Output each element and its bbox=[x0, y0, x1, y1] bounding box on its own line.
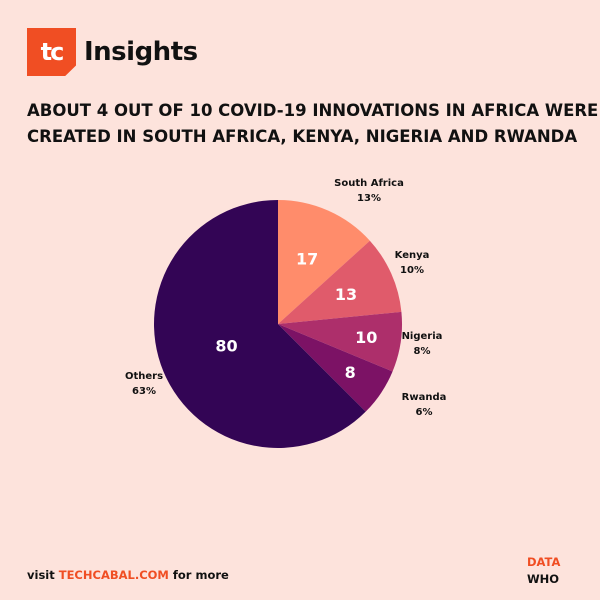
source-label: DATA bbox=[527, 555, 561, 569]
pie-percent-label-south-africa: 13% bbox=[357, 193, 381, 204]
pie-percent-label-kenya: 10% bbox=[400, 265, 424, 276]
pie-slices bbox=[154, 200, 402, 448]
pie-value-label-south-africa: 17 bbox=[296, 249, 318, 268]
pie-outer-labels: South Africa 13% Kenya 10% Nigeria 8% Rwanda 6%… bbox=[125, 178, 446, 418]
pie-value-label-rwanda: 8 bbox=[345, 363, 356, 382]
pie-slice-kenya bbox=[278, 240, 402, 324]
brand-name: Insights bbox=[84, 37, 198, 67]
pie-percent-label-others: 63% bbox=[132, 386, 156, 397]
pie-category-label-south-africa: South Africa bbox=[334, 178, 404, 189]
chart-title-line-2: CREATED IN SOUTH AFRICA, KENYA, NIGERIA … bbox=[27, 127, 578, 146]
pie-category-label-nigeria: Nigeria bbox=[402, 331, 443, 342]
source-value: WHO bbox=[527, 572, 560, 586]
pie-percent-label-rwanda: 6% bbox=[416, 407, 433, 418]
footer-visit: visit TECHCABAL.COM for more bbox=[27, 568, 229, 582]
pie-value-label-kenya: 13 bbox=[335, 285, 357, 304]
techcabal-logo: tc bbox=[27, 28, 76, 76]
data-source: DATA WHO bbox=[527, 554, 560, 588]
footer-prefix: visit bbox=[27, 568, 59, 582]
pie-slice-south-africa bbox=[278, 200, 370, 324]
footer-suffix: for more bbox=[168, 568, 229, 582]
brand-header: tc Insights bbox=[27, 28, 198, 76]
pie-slice-rwanda bbox=[278, 324, 393, 412]
techcabal-link[interactable]: TECHCABAL.COM bbox=[58, 568, 169, 582]
pie-category-label-kenya: Kenya bbox=[395, 250, 430, 261]
pie-value-label-nigeria: 10 bbox=[355, 328, 377, 347]
pie-value-labels: 17 13 10 8 80 bbox=[215, 249, 377, 382]
pie-value-label-others: 80 bbox=[215, 336, 237, 355]
pie-category-label-others: Others bbox=[125, 371, 163, 382]
chart-title-line-1: ABOUT 4 OUT OF 10 COVID-19 INNOVATIONS I… bbox=[27, 101, 599, 120]
pie-slice-others bbox=[154, 200, 366, 448]
pie-category-label-rwanda: Rwanda bbox=[402, 392, 447, 403]
pie-percent-label-nigeria: 8% bbox=[414, 346, 431, 357]
chart-title: ABOUT 4 OUT OF 10 COVID-19 INNOVATIONS I… bbox=[27, 98, 599, 150]
pie-slice-nigeria bbox=[278, 311, 402, 372]
